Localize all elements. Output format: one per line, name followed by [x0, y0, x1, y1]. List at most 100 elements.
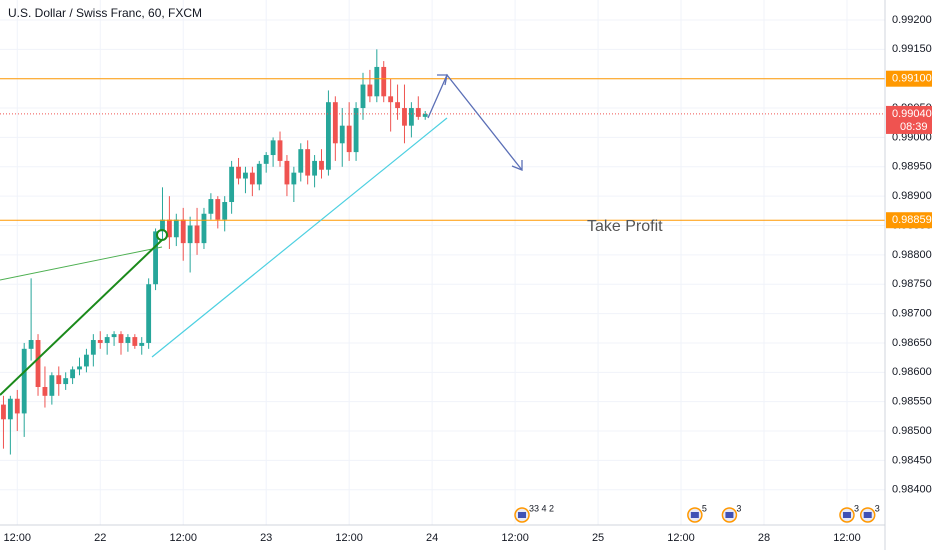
candle-body	[298, 149, 304, 173]
candle-body	[77, 366, 82, 370]
event-label: 3	[736, 503, 741, 513]
axes: 0.98400 0.98450 0.98500 0.98550 0.98600 0.986…	[4, 14, 932, 544]
candle-body	[187, 225, 193, 244]
candle-body	[28, 340, 34, 349]
candle-body	[1, 404, 6, 420]
y-tick-label: 0.98550	[892, 396, 932, 408]
x-tick-label: 24	[426, 532, 438, 544]
x-tick-label: 12:00	[667, 532, 695, 544]
event-label: 5	[702, 503, 707, 513]
x-tick-label: 25	[592, 532, 604, 544]
plot: 33 4 2 5 3 3 3	[0, 49, 885, 523]
trend-line	[0, 239, 163, 396]
candle-body	[415, 108, 421, 117]
arrow-head	[511, 160, 523, 171]
y-tick-label: 0.98750	[892, 278, 932, 290]
candle-body	[111, 334, 117, 338]
level-label-bg	[886, 212, 932, 229]
chart-title: U.S. Dollar / Swiss Franc, 60, FXCM	[8, 6, 202, 20]
candle-body	[139, 342, 145, 346]
candle-body	[153, 231, 158, 285]
y-tick-label: 0.98800	[892, 249, 932, 261]
x-tick-label: 12:00	[833, 532, 861, 544]
candle-body	[222, 202, 228, 220]
event-label: 3	[854, 503, 859, 513]
last-price-bg	[886, 105, 932, 134]
x-tick-label: 12:00	[501, 532, 529, 544]
candle-body	[332, 102, 338, 144]
candle-body	[408, 108, 414, 126]
candle-body	[270, 140, 276, 156]
annotation: Take Profit	[587, 218, 663, 235]
candle-body	[63, 378, 69, 385]
y-tick-label: 0.98700	[892, 307, 932, 319]
candle-body	[229, 166, 235, 203]
candle-body	[256, 163, 262, 185]
candle-body	[173, 219, 179, 238]
level-label: 0.98859	[892, 214, 932, 226]
candle-body	[215, 199, 221, 220]
y-tick-label: 0.98450	[892, 454, 932, 466]
candle-body	[388, 96, 394, 103]
x-tick-label: 22	[94, 532, 106, 544]
event-flag	[863, 512, 872, 518]
candle-body	[249, 172, 255, 185]
x-tick-label: 12:00	[169, 532, 197, 544]
y-tick-label: 0.98400	[892, 484, 932, 496]
candle-body	[381, 66, 387, 97]
candle-body	[360, 84, 366, 109]
candle-body	[14, 398, 20, 414]
y-tick-label: 0.99150	[892, 43, 932, 55]
y-tick-label: 0.98500	[892, 425, 932, 437]
x-tick-label: 23	[260, 532, 272, 544]
event-flag	[690, 512, 699, 518]
candle-body	[291, 172, 297, 185]
candle-body	[160, 219, 165, 232]
candle-body	[395, 102, 400, 109]
candle-body	[277, 140, 283, 161]
candle-body	[243, 172, 248, 179]
candle-body	[284, 160, 290, 185]
candle-body	[49, 375, 55, 396]
candle-body	[104, 337, 110, 343]
candle-body	[236, 166, 241, 179]
candle-body	[166, 219, 172, 238]
candle-body	[402, 108, 407, 126]
candle-body	[125, 337, 131, 343]
candle-body	[305, 149, 311, 176]
x-tick-label: 12:00	[4, 532, 32, 544]
countdown-label: 08:39	[900, 121, 928, 133]
trend-line	[0, 246, 163, 281]
candle-body	[353, 108, 359, 153]
candle-body	[56, 375, 62, 385]
candle-body	[7, 398, 13, 420]
y-tick-label: 0.98650	[892, 337, 932, 349]
trend-line	[151, 117, 448, 358]
y-tick-label: 0.98600	[892, 366, 932, 378]
event-label: 3	[875, 503, 880, 513]
candle-body	[325, 102, 331, 170]
grid	[0, 0, 885, 525]
candle-body	[263, 155, 269, 164]
event-flag	[518, 512, 527, 518]
candle-body	[21, 348, 27, 414]
event-label: 33 4 2	[529, 503, 554, 513]
candle-body	[70, 369, 76, 379]
candle-body	[208, 199, 214, 214]
candle-body	[118, 334, 124, 343]
y-tick-label: 0.99200	[892, 14, 932, 26]
candle-body	[346, 125, 352, 153]
candle-body	[132, 337, 138, 346]
candle-body	[180, 219, 186, 244]
candle-body	[201, 213, 207, 244]
level-label-bg	[886, 70, 932, 87]
candle-body	[367, 84, 373, 97]
marker	[156, 229, 168, 241]
x-tick-label: 28	[758, 532, 770, 544]
y-tick-label: 0.98900	[892, 190, 932, 202]
candle-body	[84, 354, 89, 367]
candle-body	[312, 160, 318, 176]
candle-body	[35, 340, 41, 387]
